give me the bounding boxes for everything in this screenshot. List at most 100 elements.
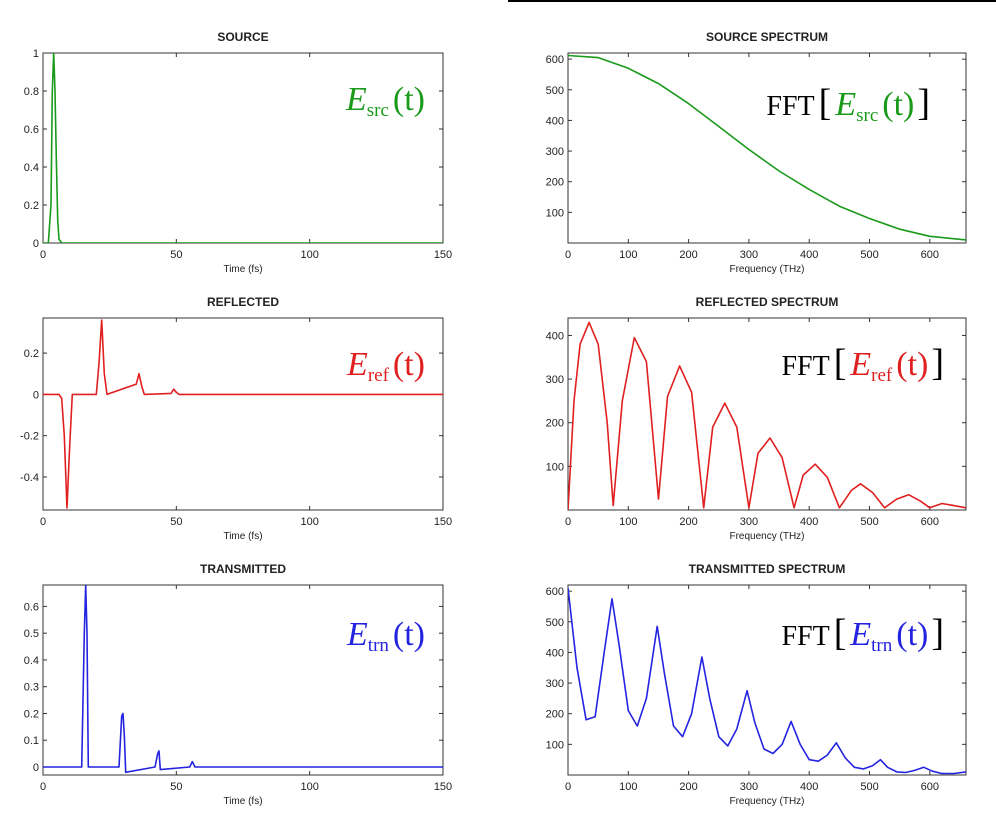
reflected-spectrum-ytick-label: 300 [546,374,564,386]
reflected-xtick-label: 50 [170,516,182,528]
source-spectrum-series-line [568,54,966,241]
source-ytick-label: 0.6 [24,124,39,136]
source-xtick-label: 50 [170,249,182,261]
transmitted-spectrum-xtick-label: 500 [860,781,878,793]
source-xtick-label: 150 [434,249,452,261]
transmitted-panel: TRANSMITTED 0 50 100 150 0 0.1 0.2 0.3 0.4 0.5 0.6 T… [24,562,452,807]
source-spectrum-ytick-label: 600 [546,54,564,66]
reflected-spectrum-series-line [568,321,966,510]
field-symbol: E [849,346,871,383]
field-subscript: src [367,100,389,121]
reflected-series-line [43,319,443,509]
transmitted-ytick-label: 0.4 [24,655,39,667]
transmitted-spectrum-xtick-label: 300 [740,781,758,793]
transmitted-spectrum-ytick-label: 500 [546,617,564,629]
transmitted-spectrum-ytick-label: 200 [546,709,564,721]
source-spectrum-xlabel: Frequency (THz) [729,264,804,275]
field-symbol: E [346,616,368,653]
left-bracket: [ [834,342,847,384]
field-subscript: ref [368,365,390,386]
reflected-spectrum-xtick-label: 200 [679,516,697,528]
source-spectrum-equation-text: FFT[Esrc (t)] [766,82,930,126]
transmitted-ytick-label: 0.2 [24,708,39,720]
transmitted-spectrum-xtick-label: 100 [619,781,637,793]
transmitted-ytick-label: 0 [33,762,39,774]
field-symbol: E [849,616,871,653]
source-axes-frame [42,52,444,244]
source-spectrum-xtick-label: 400 [800,249,818,261]
source-spectrum-ytick-label: 400 [546,115,564,127]
source-ytick-label: 0 [33,238,39,250]
reflected-spectrum-xtick-label: 0 [565,516,571,528]
top-rule [508,0,996,2]
source-ytick-label: 0.8 [24,86,39,98]
transmitted-spectrum-panel: TRANSMITTED SPECTRUM 0 100 200 300 400 500 600 1… [546,562,967,807]
reflected-spectrum-equation: FFT[Eref (t)] [781,342,944,386]
source-spectrum-xtick-label: 200 [679,249,697,261]
source-xtick-label: 100 [300,249,318,261]
source-spectrum-equation: FFT[Esrc (t)] [766,82,930,126]
field-argument: (t) [393,346,425,383]
reflected-spectrum-xtick-label: 100 [619,516,637,528]
source-spectrum-ytick-label: 100 [546,207,564,219]
transmitted-xlabel: Time (fs) [223,796,262,807]
reflected-panel: REFLECTED 0 50 100 150 -0.4 -0.2 0 0.2 Time (fs) E… [20,295,452,542]
transmitted-spectrum-xtick-label: 400 [800,781,818,793]
source-spectrum-xtick-label: 600 [921,249,939,261]
reflected-equation-text: Eref (t) [346,346,425,386]
transmitted-spectrum-ytick-label: 100 [546,739,564,751]
left-bracket: [ [834,612,847,654]
source-spectrum-xtick-label: 300 [740,249,758,261]
transmitted-spectrum-ytick-label: 600 [546,586,564,598]
transmitted-xtick-label: 50 [170,781,182,793]
field-subscript: trn [368,635,390,656]
source-spectrum-ytick-label: 200 [546,177,564,189]
reflected-spectrum-ytick-label: 200 [546,418,564,430]
reflected-ytick-label: -0.4 [20,472,39,484]
source-spectrum-xtick-label: 0 [565,249,571,261]
transmitted-title: TRANSMITTED [200,562,286,576]
source-spectrum-title: SOURCE SPECTRUM [706,30,828,44]
source-equation: Esrc (t) [345,81,425,121]
reflected-xtick-label: 100 [300,516,318,528]
transmitted-xtick-label: 150 [434,781,452,793]
transmitted-spectrum-xlabel: Frequency (THz) [729,796,804,807]
transmitted-axes-frame [42,584,444,776]
fft-label: FFT [766,91,814,122]
transmitted-ytick-label: 0.1 [24,735,39,747]
reflected-spectrum-xtick-label: 500 [860,516,878,528]
transmitted-spectrum-xtick-label: 600 [921,781,939,793]
fft-label: FFT [781,621,829,652]
reflected-spectrum-axes-frame [567,317,967,511]
fft-label: FFT [781,351,829,382]
field-subscript: trn [871,635,893,656]
transmitted-equation-text: Etrn (t) [346,616,425,656]
source-ytick-label: 0.2 [24,200,39,212]
field-argument: (t) [882,86,914,123]
transmitted-series-line [43,585,443,774]
transmitted-spectrum-ytick-label: 400 [546,647,564,659]
reflected-axes-frame [42,317,444,511]
transmitted-ytick-label: 0.3 [24,682,39,694]
source-spectrum-ytick-label: 300 [546,146,564,158]
transmitted-equation: Etrn (t) [346,616,425,656]
source-xtick-label: 0 [40,249,46,261]
field-subscript: ref [871,365,893,386]
transmitted-ytick-label: 0.5 [24,628,39,640]
field-argument: (t) [393,616,425,653]
right-bracket: ] [931,342,944,384]
reflected-spectrum-ytick-label: 400 [546,330,564,342]
reflected-title: REFLECTED [207,295,279,309]
transmitted-ytick-label: 0.6 [24,601,39,613]
left-bracket: [ [819,82,832,124]
reflected-ytick-label: 0.2 [24,348,39,360]
reflected-spectrum-ytick-label: 100 [546,461,564,473]
reflected-equation: Eref (t) [346,346,425,386]
transmitted-spectrum-series-line [568,588,966,775]
source-ytick-label: 0.4 [24,162,39,174]
reflected-spectrum-xtick-label: 400 [800,516,818,528]
source-equation-text: Esrc (t) [345,81,425,121]
transmitted-spectrum-xtick-label: 200 [679,781,697,793]
transmitted-spectrum-xtick-label: 0 [565,781,571,793]
